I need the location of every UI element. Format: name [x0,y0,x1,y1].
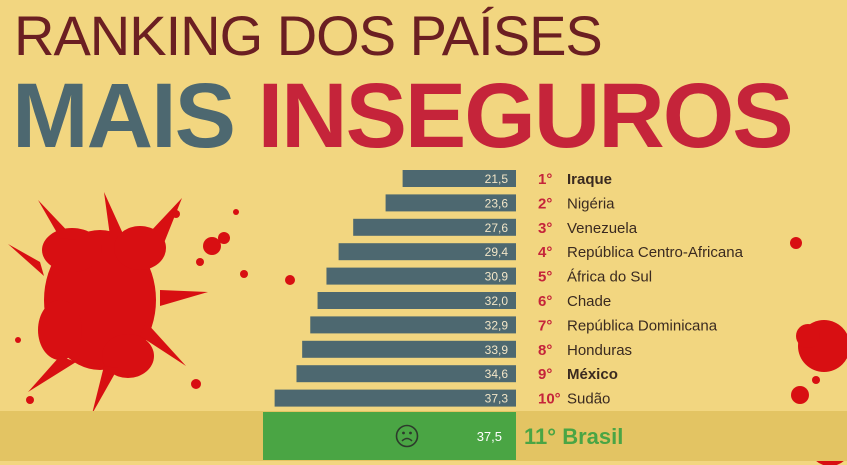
highlight-rank: 11° [524,424,556,449]
bar [310,316,516,334]
rank-label: 7° [538,317,552,334]
ranking-row: 27,6 3° Venezuela [353,218,638,237]
bar-value-label: 37,3 [485,392,509,406]
bar-value-label: 32,0 [485,294,509,308]
bar-value-label: 27,6 [485,221,509,235]
country-label: Iraque [567,171,612,188]
rank-label: 3° [538,220,552,237]
ranking-row: 29,4 4° República Centro-Africana [338,243,744,261]
ranking-row: 33,9 8° Honduras [302,340,632,359]
rank-label: 1° [538,171,552,188]
bar [296,365,516,383]
ranking-row: 32,9 7° República Dominicana [310,316,718,334]
rank-label: 9° [538,366,552,383]
ranking-row: 37,3 10° Sudão [274,389,610,408]
country-label: República Centro-Africana [567,244,744,261]
bar [302,340,516,358]
title-line-2: MAIS INSEGUROS [12,65,794,167]
rank-label: 5° [538,269,552,286]
ranking-row: 23,6 2° Nigéria [385,194,615,212]
country-label: República Dominicana [567,317,718,334]
bar [402,170,516,187]
bar-value-label: 32,9 [485,318,509,332]
country-label: África do Sul [567,269,652,286]
ranking-row: 34,6 9° México [296,365,618,383]
bar-value-label: 23,6 [485,196,509,210]
highlight-country: Brasil [562,424,623,449]
country-label: Honduras [567,342,632,359]
rank-label: 4° [538,244,552,261]
ranking-row: 21,5 1° Iraque [402,170,612,188]
bar [338,243,516,261]
rank-label: 8° [538,342,552,359]
title-line-1: RANKING DOS PAÍSES [14,4,603,67]
bar [326,267,516,285]
title-word-inseguros: INSEGUROS [257,65,794,167]
bar-value-label: 34,6 [485,367,509,381]
rank-label: 6° [538,293,552,310]
country-label: Nigéria [567,195,615,212]
sad-face-icon [395,424,419,448]
highlight-value: 37,5 [477,429,502,444]
bar-value-label: 21,5 [485,172,509,186]
country-label: Sudão [567,391,610,408]
bar [385,194,516,212]
bar [317,292,516,309]
title-word-mais: MAIS [12,65,236,167]
country-label: México [567,366,618,383]
highlight-label: 11° Brasil [524,424,623,449]
bar-value-label: 30,9 [485,270,509,284]
rank-label: 10° [538,391,561,408]
bar [274,389,516,407]
ranking-row: 30,9 5° África do Sul [326,267,652,286]
ranking-row: 32,0 6° Chade [317,292,611,310]
blood-splatter-left [8,192,295,414]
rank-label: 2° [538,195,552,212]
country-label: Venezuela [567,220,638,237]
bar [353,218,516,236]
bar-value-label: 29,4 [485,245,509,259]
highlight-bar [263,412,516,460]
bar-value-label: 33,9 [485,343,509,357]
highlight-row-brasil: 37,5 11° Brasil [263,412,623,460]
country-label: Chade [567,293,611,310]
